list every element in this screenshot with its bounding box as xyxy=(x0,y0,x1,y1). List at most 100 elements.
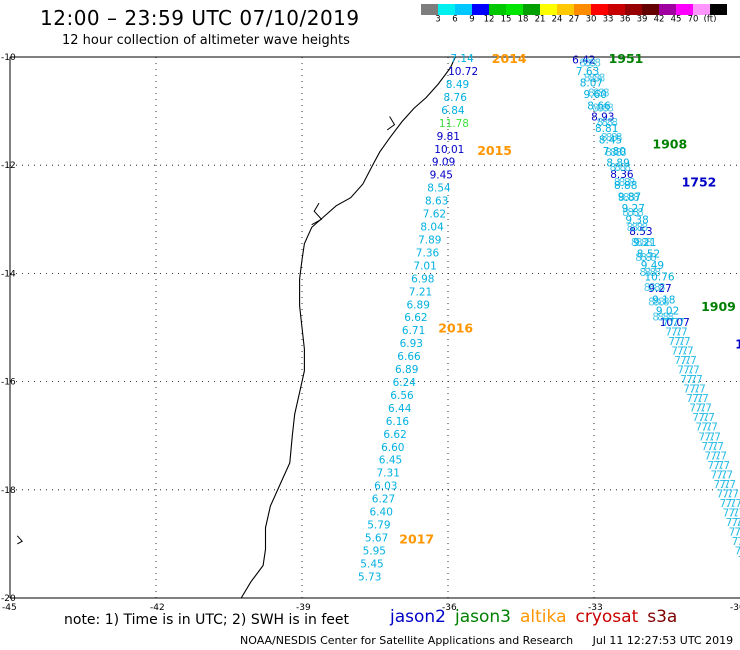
wave-height-value-overlap: 8.8 xyxy=(588,87,605,99)
wave-height-value: 6.45 xyxy=(379,455,402,467)
wave-height-value-overlap: 7.7 xyxy=(686,393,703,405)
wave-height-value-overlap: 7.7 xyxy=(692,412,709,424)
lat-tick-label: -14 xyxy=(1,269,16,279)
wave-height-value: 8.52 xyxy=(637,249,660,261)
wave-height-value: 8.63 xyxy=(425,196,448,208)
wave-height-value: 7.21 xyxy=(409,286,432,298)
wave-height-value-overlap: 7.7 xyxy=(722,488,739,500)
wave-height-value-overlap: 8.8 xyxy=(627,207,644,219)
wave-height-value: 8.49 xyxy=(446,79,469,91)
color-swatch xyxy=(557,4,574,15)
wave-height-value-overlap: 8.8 xyxy=(614,177,631,189)
wave-height-value: 9.09 xyxy=(432,157,455,169)
color-scale-label: 6 xyxy=(452,15,457,23)
wave-height-value: 9.60 xyxy=(584,89,607,101)
lat-tick-label: -20 xyxy=(1,594,16,604)
wave-height-value-overlap: 8.8 xyxy=(619,177,636,189)
color-swatch xyxy=(625,4,642,15)
wave-height-value-overlap: 7.7 xyxy=(720,498,737,510)
color-scale-label: 70 xyxy=(688,15,699,23)
wave-height-value: 7.01 xyxy=(413,260,436,272)
color-swatch xyxy=(608,4,625,15)
color-scale-label: 27 xyxy=(569,15,580,23)
wave-height-value: 8.81 xyxy=(595,123,618,135)
wave-height-value-overlap: 7.7 xyxy=(701,441,718,453)
wave-height-value-overlap: 8.8 xyxy=(631,237,648,249)
wave-height-value: 6.60 xyxy=(381,442,404,454)
wave-height-value-overlap: 8.8 xyxy=(605,147,622,159)
color-swatch xyxy=(540,4,557,15)
map-title: 12:00 – 23:59 UTC 07/10/2019 xyxy=(40,6,360,30)
wave-height-value: 6.93 xyxy=(400,338,423,350)
lon-tick-label: -45 xyxy=(2,603,17,613)
track-time-label: 2015 xyxy=(477,143,512,158)
wave-height-value: 9.27 xyxy=(622,203,645,215)
wave-height-value-overlap: 7.7 xyxy=(701,422,718,434)
color-scale-label: 9 xyxy=(469,15,474,23)
wave-height-value-overlap: 7.7 xyxy=(726,517,740,529)
wave-height-value-overlap: 8.8 xyxy=(649,282,666,294)
wave-height-value: 7.63 xyxy=(576,66,599,78)
wave-height-value-overlap: 8.8 xyxy=(636,237,653,249)
footer-credit: NOAA/NESDIS Center for Satellite Applica… xyxy=(240,634,574,647)
color-swatch xyxy=(659,4,676,15)
wave-height-value-overlap: 8.8 xyxy=(652,312,669,324)
wave-height-value-overlap: 7.7 xyxy=(719,479,736,491)
satellite-legend-cryosat: cryosat xyxy=(575,607,639,627)
wave-height-value-overlap: 8.8 xyxy=(640,267,657,279)
wave-height-value: 6.62 xyxy=(404,312,427,324)
wave-height-value: 8.04 xyxy=(420,222,444,234)
wave-height-value: 6.42 xyxy=(572,55,595,67)
wave-height-value: 7.31 xyxy=(377,468,400,480)
color-scale-label: 39 xyxy=(637,15,648,23)
wave-height-value-overlap: 7.7 xyxy=(680,355,697,367)
wave-height-value-overlap: 8.8 xyxy=(627,222,644,234)
color-scale-label: 36 xyxy=(620,15,631,23)
lat-tick-label: -16 xyxy=(1,378,16,388)
wave-height-value-overlap: 8.8 xyxy=(593,87,610,99)
satellite-legend-jason3: jason3 xyxy=(455,607,511,627)
wave-height-value-overlap: 7.7 xyxy=(717,488,734,500)
lon-tick-label: -42 xyxy=(150,603,165,613)
wave-height-value-overlap: 8.8 xyxy=(606,132,623,144)
coastline-bay xyxy=(311,202,323,226)
lat-tick-label: -18 xyxy=(1,486,16,496)
wave-height-value-overlap: 8.8 xyxy=(597,117,614,129)
wave-height-value: 8.89 xyxy=(606,157,629,169)
wave-height-value-overlap: 8.8 xyxy=(584,72,601,84)
wave-height-value-overlap: 8.8 xyxy=(579,57,596,69)
wave-height-value-overlap: 7.7 xyxy=(674,336,691,348)
wave-height-value-overlap: 7.7 xyxy=(704,431,721,443)
wave-height-value-overlap: 7.7 xyxy=(668,317,685,329)
wave-height-value: 9.49 xyxy=(641,260,664,272)
wave-height-value-overlap: 8.8 xyxy=(584,57,601,69)
wave-height-value: 6.44 xyxy=(388,403,412,415)
wave-height-value-overlap: 7.7 xyxy=(686,374,703,386)
wave-height-value: 9.18 xyxy=(652,294,675,306)
color-swatch xyxy=(438,4,455,15)
wave-height-value-overlap: 8.8 xyxy=(640,252,657,264)
track-time-label: 2014 xyxy=(492,51,527,66)
wave-height-value-overlap: 7.7 xyxy=(695,422,712,434)
color-scale-label: 42 xyxy=(654,15,665,23)
map-subtitle: 12 hour collection of altimeter wave hei… xyxy=(62,33,350,48)
wave-height-value: 10.07 xyxy=(660,317,690,329)
coastline xyxy=(240,56,456,599)
wave-height-value: 10.72 xyxy=(448,66,478,78)
wave-height-value: 5.79 xyxy=(367,520,390,532)
wave-height-value-overlap: 7.7 xyxy=(738,555,740,567)
wave-height-value-overlap: 8.8 xyxy=(648,297,665,309)
color-scale-label: 3 xyxy=(435,15,440,23)
wave-height-value-overlap: 8.8 xyxy=(632,222,649,234)
satellite-legend-jason2: jason2 xyxy=(390,607,446,627)
wave-height-value-overlap: 7.7 xyxy=(711,469,728,481)
wave-height-value-overlap: 7.7 xyxy=(674,355,691,367)
wave-height-value-overlap: 7.7 xyxy=(683,365,700,377)
wave-height-value-overlap: 7.7 xyxy=(662,317,679,329)
wave-height-value: 5.45 xyxy=(360,558,383,570)
wave-height-value-overlap: 7.7 xyxy=(713,460,730,472)
color-swatch xyxy=(574,4,591,15)
color-swatch xyxy=(506,4,523,15)
wave-height-value: 8.53 xyxy=(629,226,652,238)
wave-height-value: 7.62 xyxy=(423,209,446,221)
